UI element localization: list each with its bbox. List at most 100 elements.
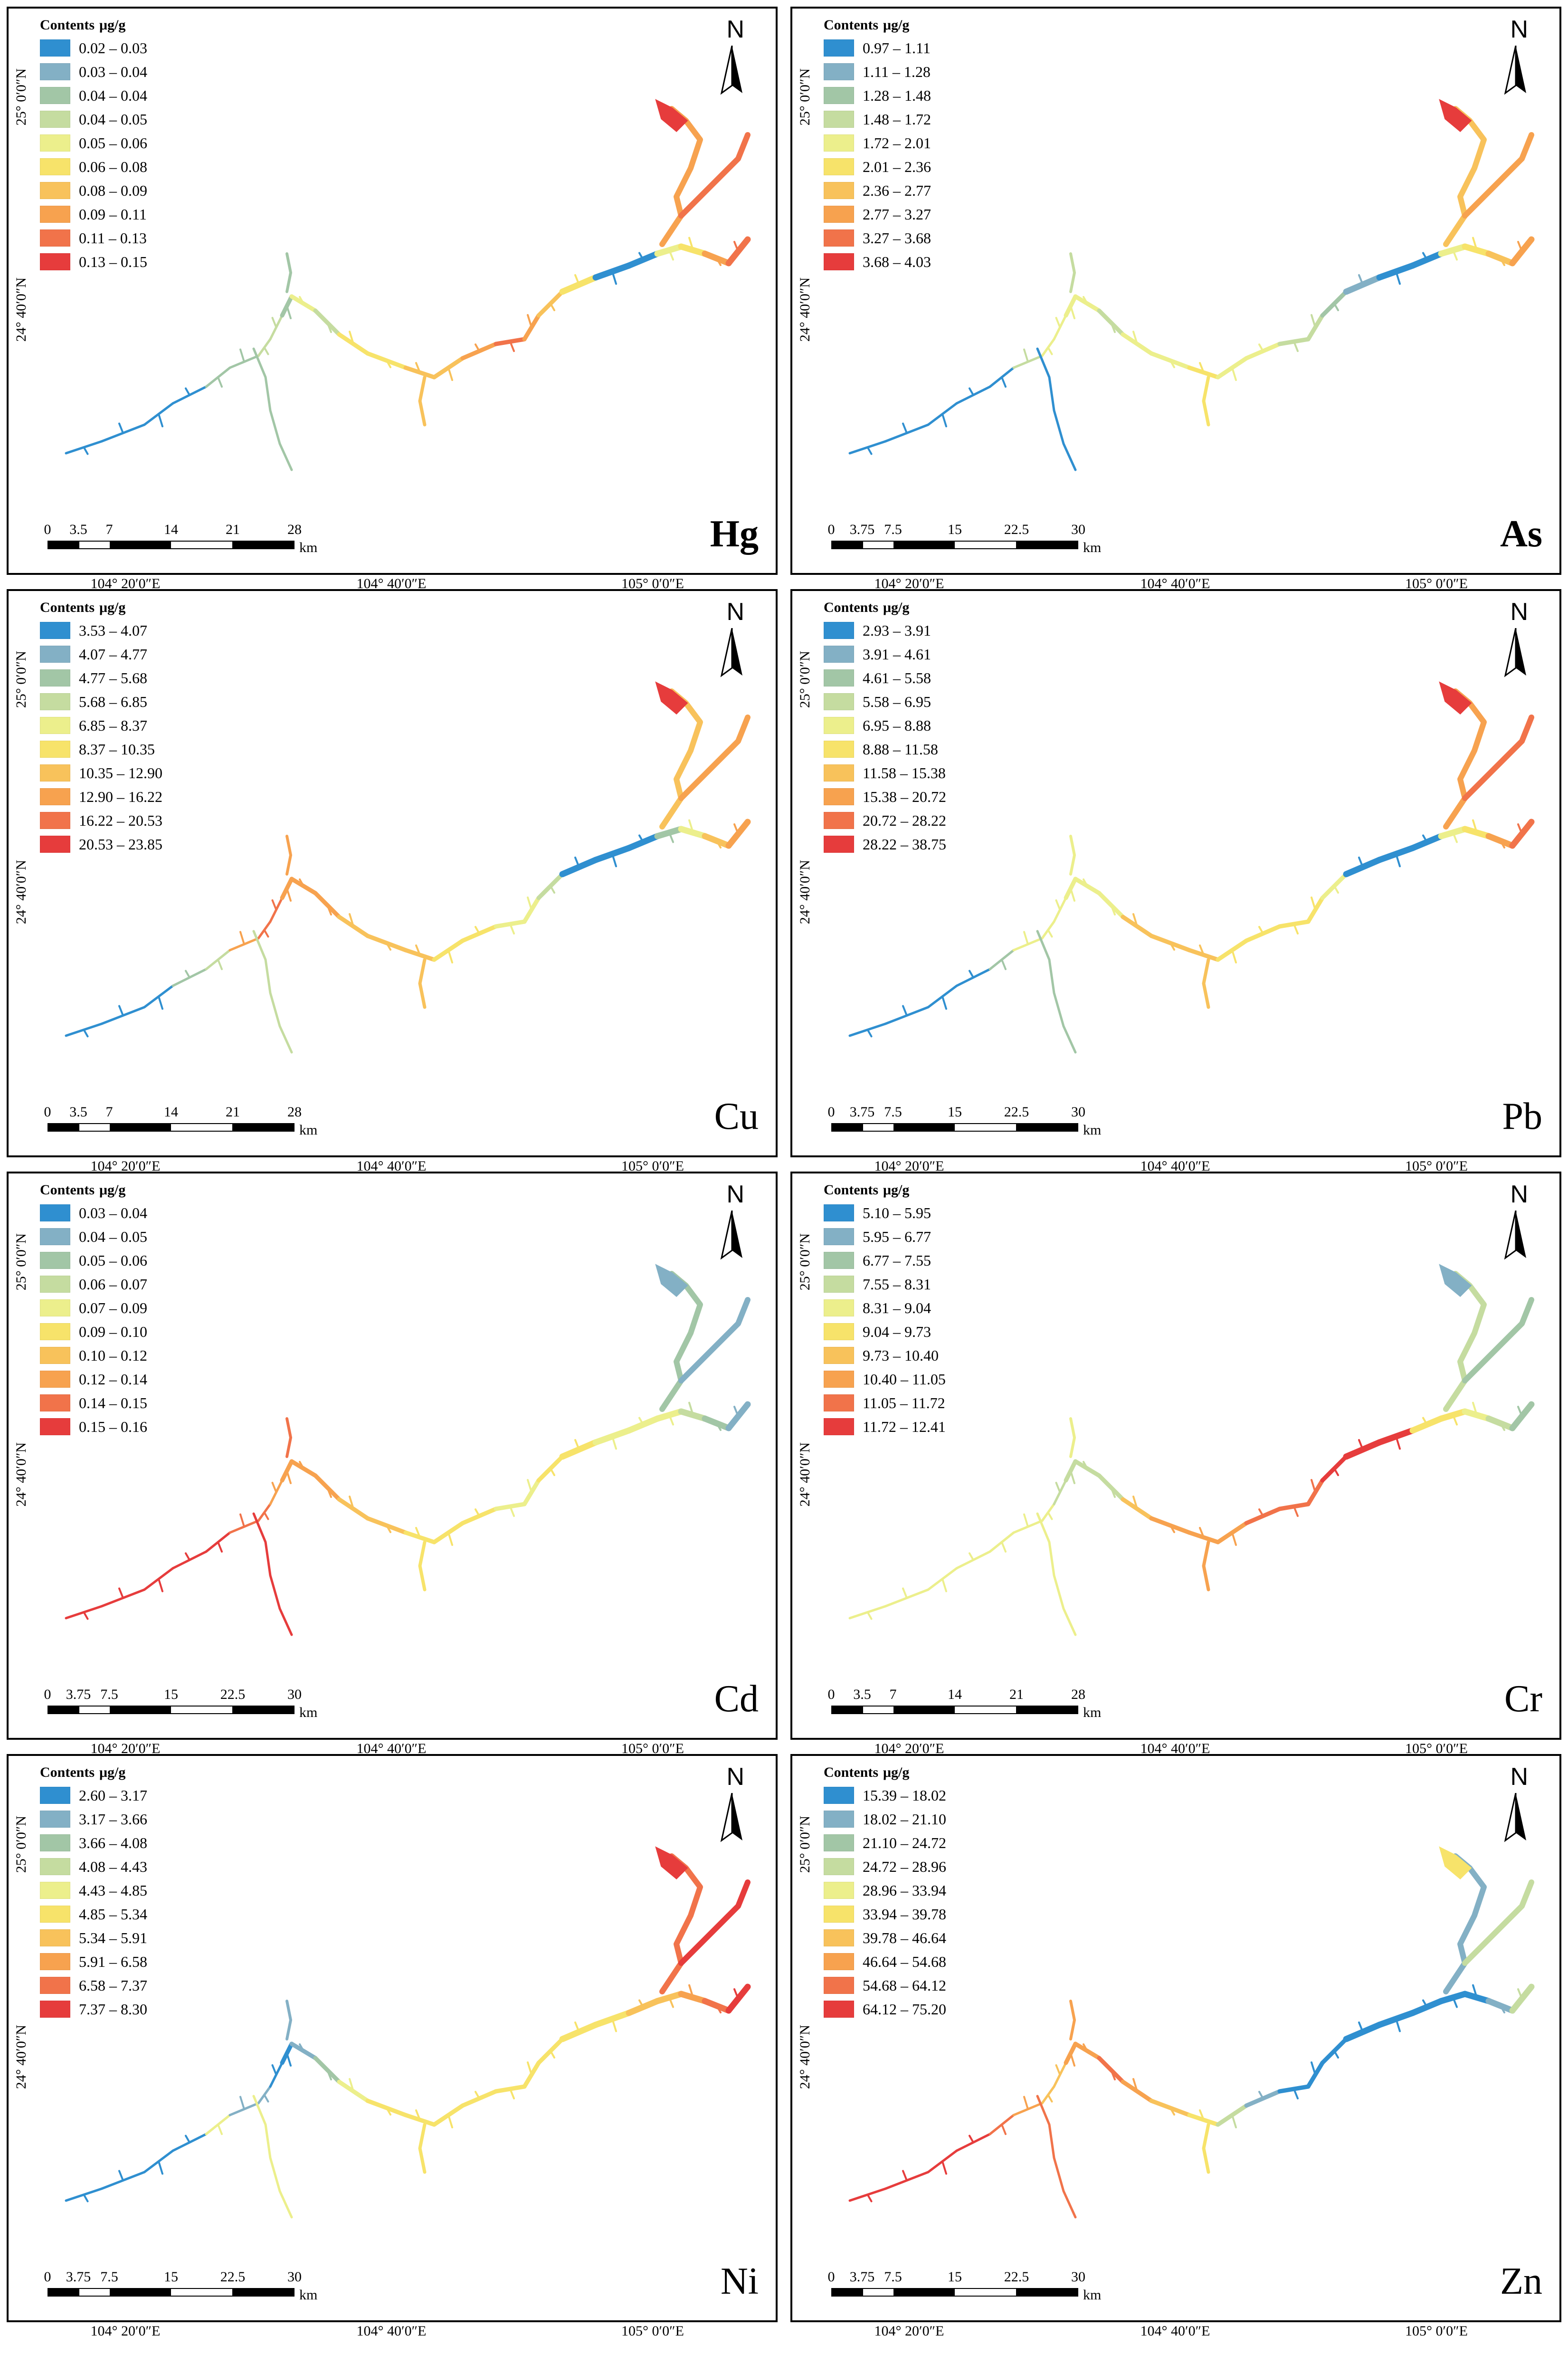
river-inlet: [1132, 2078, 1138, 2092]
legend-swatch: [40, 182, 70, 199]
scale-tick-label: 28: [287, 522, 302, 537]
scale-segment: [955, 1707, 1016, 1713]
river-branch-northeast: [1443, 106, 1487, 247]
legend-item: 10.35 – 12.90: [40, 761, 162, 785]
legend-swatch: [40, 669, 70, 686]
river-inlet: [550, 885, 555, 894]
river-inlet: [1333, 2050, 1339, 2059]
legend-label: 0.15 – 0.16: [79, 1418, 147, 1435]
longitude-label: 105° 0′0″E: [1405, 1741, 1468, 1756]
scale-segment: [110, 1707, 171, 1713]
river-inlet: [263, 2094, 269, 2103]
latitude-label: 24° 40′0″N: [13, 1442, 29, 1507]
north-label: N: [726, 1763, 744, 1791]
river-inlet: [941, 413, 947, 428]
legend-label: 5.58 – 6.95: [863, 693, 931, 710]
legend-item: 5.58 – 6.95: [824, 690, 946, 714]
river-inlet: [550, 1468, 555, 1476]
legend-unit: μg/g: [99, 600, 126, 615]
legend-label: 16.22 – 20.53: [79, 811, 162, 829]
scale-segment: [863, 542, 893, 548]
legend-swatch: [824, 1323, 854, 1340]
river-inlet: [716, 840, 722, 849]
legend-item: 39.78 – 46.64: [824, 1926, 946, 1950]
river-inlet: [83, 1611, 89, 1620]
longitude-label: 104° 20′0″E: [874, 1158, 944, 1174]
legend-item: 8.31 – 9.04: [824, 1296, 946, 1320]
legend-item: 46.64 – 54.68: [824, 1950, 946, 1974]
longitude-label: 104° 20′0″E: [90, 1741, 161, 1756]
river-inlet: [941, 2160, 947, 2175]
river-network: [65, 1846, 751, 2219]
panel-frame: [790, 1754, 1561, 2322]
legend-item: 1.28 – 1.48: [824, 84, 931, 107]
legend-label: 0.09 – 0.10: [79, 1323, 147, 1340]
legend-swatch: [824, 1228, 854, 1245]
legend-item: 20.72 – 28.22: [824, 809, 946, 832]
scale-segment: [110, 542, 171, 548]
river-branch-north: [1069, 252, 1076, 293]
river-inlet: [1199, 944, 1205, 956]
river-inlet: [326, 322, 332, 333]
river-inlet: [1258, 1508, 1264, 1517]
legend-title: Contents μg/g: [40, 1182, 147, 1198]
scale-tick-label: 0: [44, 522, 51, 537]
scale-segment: [48, 2289, 79, 2296]
scale-tick-label: 7.5: [884, 522, 902, 537]
river-inlet: [866, 2193, 873, 2202]
river-branch-northeast: [1443, 688, 1487, 829]
legend-swatch: [40, 1418, 70, 1435]
legend-item: 5.34 – 5.91: [40, 1926, 147, 1950]
legend-unit: μg/g: [883, 1182, 910, 1198]
legend-label: 0.02 – 0.03: [79, 39, 147, 57]
scale-segment: [893, 542, 955, 548]
river-inlet: [475, 926, 480, 934]
river-inlet: [1258, 2091, 1264, 2099]
legend-title-text: Contents: [824, 1182, 879, 1198]
river-inlet: [1472, 237, 1478, 251]
reservoir-head: [655, 1264, 688, 1297]
scale-rects: [831, 1706, 1078, 1714]
legend-swatch: [824, 253, 854, 270]
legend-swatch: [824, 1276, 854, 1293]
river-inlet: [1083, 878, 1088, 887]
legend-label: 2.60 – 3.17: [79, 1786, 147, 1804]
river-inlet: [1293, 2088, 1299, 2099]
scale-tick-label: 3.5: [69, 1104, 87, 1120]
longitude-label: 104° 40′0″E: [1140, 2323, 1210, 2339]
scale-segment: [171, 2289, 232, 2296]
legend-swatch: [40, 63, 70, 80]
scale-segment: [171, 1707, 232, 1713]
river-inlet: [902, 2170, 908, 2182]
scale-tick-label: 30: [287, 1687, 302, 1702]
legend-item: 8.88 – 11.58: [824, 737, 946, 761]
river-inlet: [158, 1578, 163, 1592]
legend-item: 0.04 – 0.05: [40, 1225, 147, 1249]
river-inlet: [1001, 959, 1007, 970]
longitude-label: 104° 20′0″E: [90, 576, 161, 591]
scale-tick-label: 21: [1009, 1687, 1024, 1702]
legend-swatch: [824, 1371, 854, 1388]
river-inlet: [271, 1482, 277, 1493]
map-panel-ni: Contents μg/g 2.60 – 3.17 3.17 – 3.66 3.66 –…: [7, 1754, 778, 2322]
river-inlet: [263, 346, 269, 355]
legend-label: 10.35 – 12.90: [79, 764, 162, 782]
legend-label: 24.72 – 28.96: [863, 1858, 946, 1875]
river-inlet: [386, 2107, 391, 2116]
river-inlet: [611, 1435, 617, 1450]
legend-swatch: [824, 764, 854, 782]
legend-label: 5.68 – 6.85: [79, 693, 147, 710]
river-inlet: [1452, 1414, 1458, 1426]
legend-label: 6.58 – 7.37: [79, 1976, 147, 1994]
legend-item: 15.38 – 20.72: [824, 785, 946, 809]
river-inlet: [1358, 2021, 1364, 2033]
scale-tick-label: 22.5: [220, 1687, 246, 1702]
river-branch-south: [1036, 2095, 1077, 2219]
legend-title-text: Contents: [40, 17, 95, 33]
river-inlet: [1070, 305, 1075, 319]
river-inlet: [902, 1587, 908, 1599]
legend-swatch: [40, 206, 70, 223]
reservoir-head: [655, 681, 688, 715]
scale-tick-label: 22.5: [220, 2269, 246, 2285]
river-inlet: [716, 257, 722, 266]
